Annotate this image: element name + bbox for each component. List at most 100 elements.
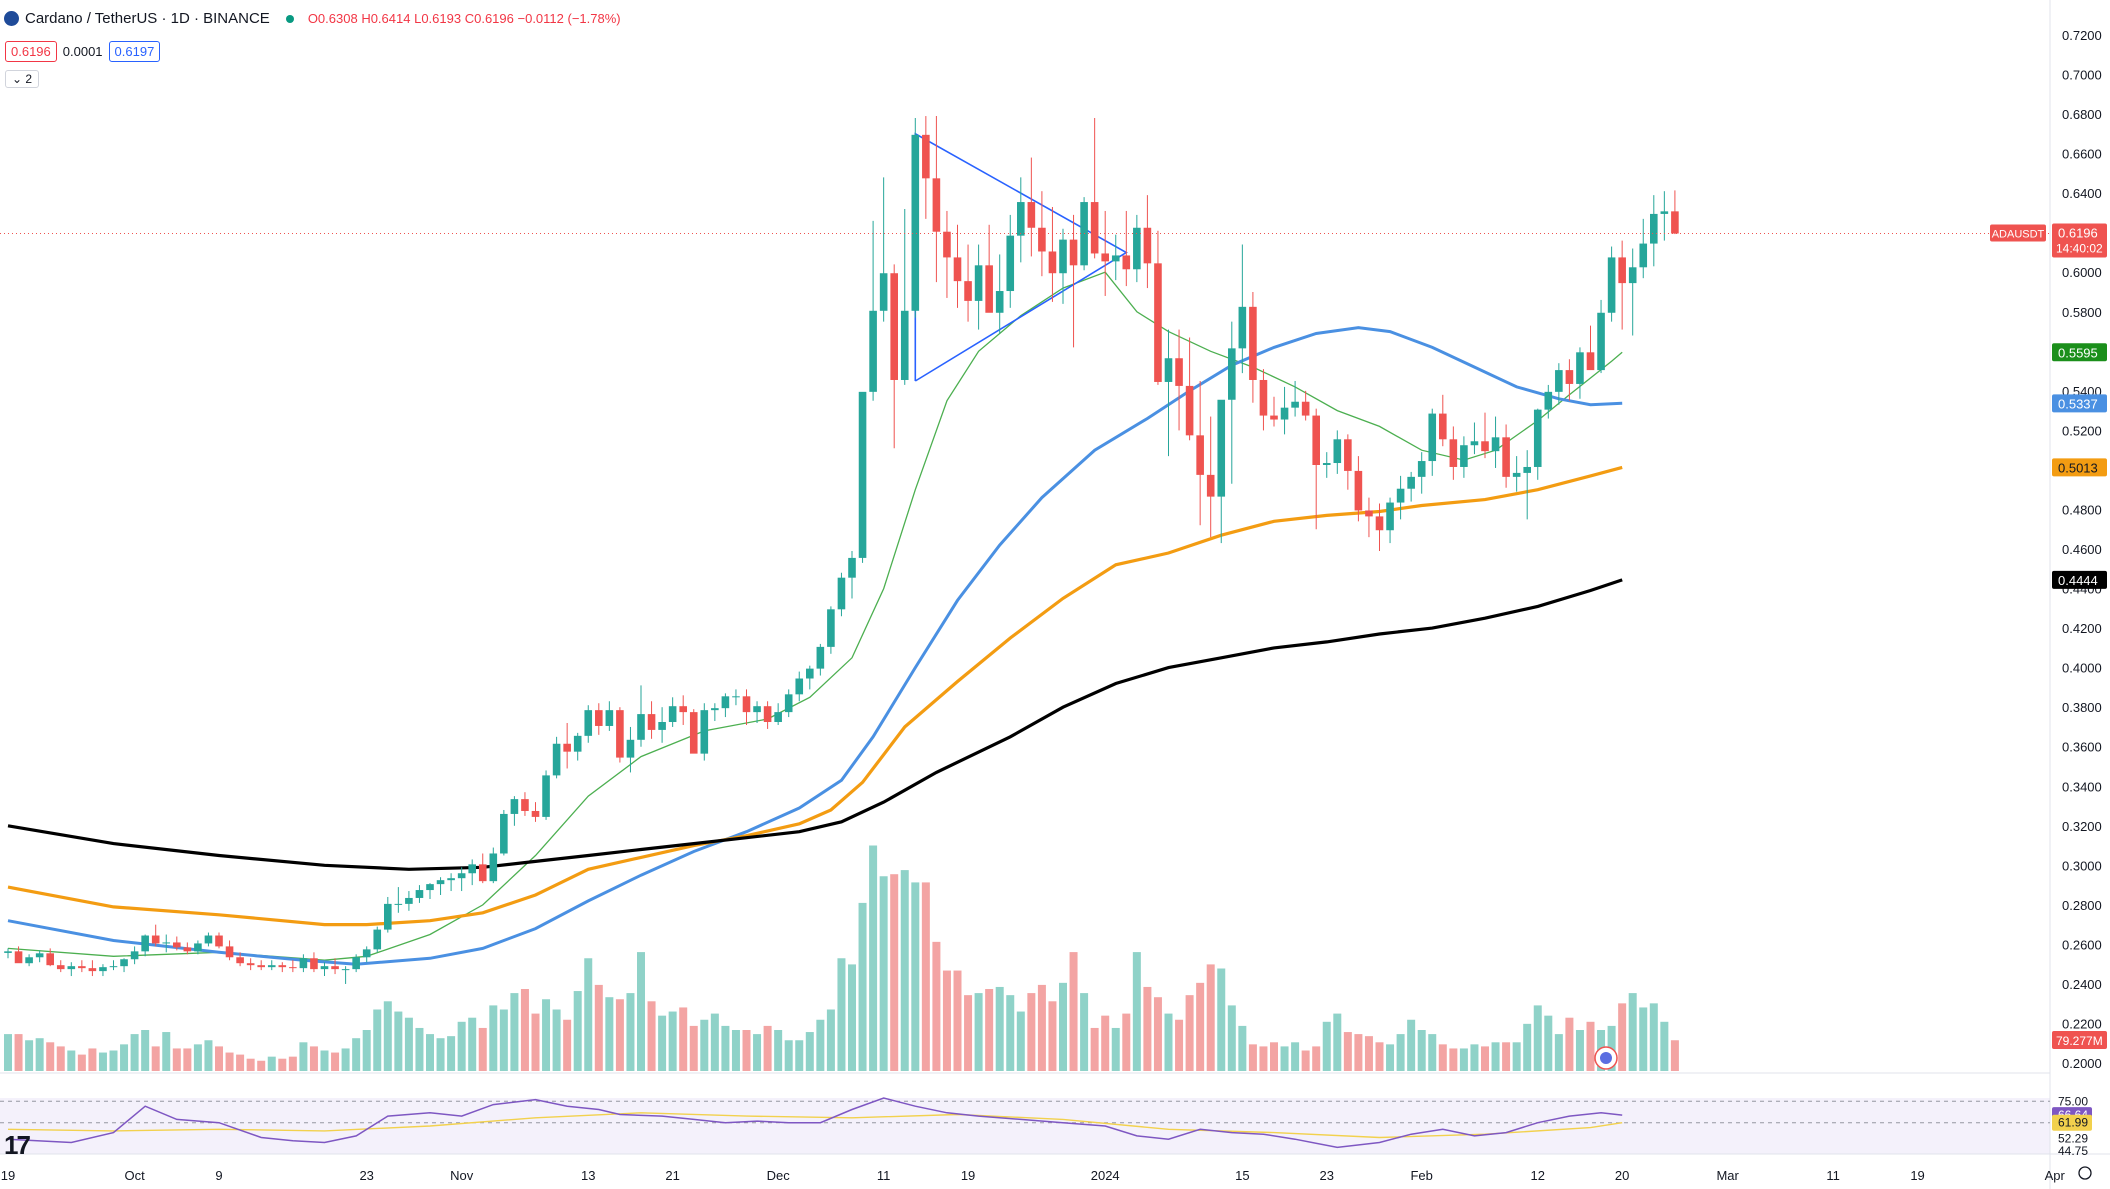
candle-body	[890, 273, 898, 380]
volume-bar	[985, 989, 994, 1071]
candle-body	[1607, 257, 1616, 313]
volume-bar	[1016, 1011, 1025, 1071]
candle-body	[1576, 352, 1584, 384]
candle-body	[573, 735, 582, 752]
volume-bar	[193, 1044, 202, 1071]
volume-bar	[742, 1030, 751, 1071]
candle-body	[1090, 202, 1099, 254]
volume-bar	[1428, 1034, 1437, 1071]
candle-body	[373, 929, 382, 950]
volume-bar	[510, 993, 519, 1071]
candle-body	[827, 609, 835, 647]
volume-bar	[1238, 1025, 1247, 1071]
x-tick-label: 19	[1910, 1168, 1924, 1183]
volume-bar	[1027, 993, 1036, 1071]
candle-body	[595, 710, 603, 726]
candle-body	[35, 953, 44, 958]
candle-body	[1354, 470, 1363, 511]
volume-bar	[1354, 1034, 1363, 1071]
candle-body	[426, 884, 434, 891]
candle-body	[1502, 437, 1510, 477]
candle-body	[341, 969, 350, 971]
volume-tag: 79.277M	[2056, 1034, 2103, 1048]
x-tick-label: 12	[1531, 1168, 1545, 1183]
volume-bar	[879, 876, 888, 1071]
candle-body	[1481, 441, 1489, 452]
volume-bar	[763, 1025, 772, 1071]
buy-price-button[interactable]: 0.6197	[108, 41, 161, 62]
candle-body	[658, 722, 666, 730]
volume-bar	[404, 1017, 413, 1071]
x-tick-label: 9	[215, 1168, 222, 1183]
symbol-tag-bg	[1990, 224, 2046, 242]
candle-body	[14, 951, 23, 964]
volume-bar	[784, 1040, 793, 1071]
candle-body	[310, 958, 318, 970]
candle-body	[1597, 312, 1605, 371]
candle-body	[953, 257, 962, 282]
volume-bar	[1080, 993, 1089, 1071]
sell-price-button[interactable]: 0.6196	[5, 41, 57, 62]
candle-body	[510, 799, 519, 814]
candle-body	[900, 310, 909, 380]
candle-body	[879, 273, 888, 311]
candle-body	[489, 853, 498, 882]
candle-body	[88, 968, 97, 972]
candle-body	[1618, 257, 1626, 284]
candle-body	[1544, 391, 1553, 410]
candle-body	[1164, 358, 1173, 382]
volume-bar	[267, 1056, 276, 1071]
x-tick-label: 23	[1320, 1168, 1334, 1183]
x-tick-label: 2024	[1091, 1168, 1120, 1183]
candle-body	[109, 966, 118, 968]
rsi-line	[7, 1097, 1623, 1149]
ma-value-tag: 0.4444	[2058, 573, 2098, 588]
volume-bar	[1248, 1044, 1257, 1071]
candle-body	[99, 967, 107, 972]
market-status-icon	[285, 14, 294, 23]
volume-bar	[98, 1052, 107, 1071]
candle-body	[700, 710, 709, 754]
volume-bar	[352, 1038, 361, 1071]
collapse-indicators-button[interactable]: ⌄ 2	[5, 70, 40, 88]
volume-bar	[46, 1042, 55, 1071]
x-tick-label: 23	[359, 1168, 373, 1183]
volume-bar	[236, 1054, 245, 1071]
candle-body	[1523, 466, 1531, 473]
volume-bar	[109, 1050, 118, 1071]
candle-body	[784, 694, 793, 713]
volume-bar	[1386, 1044, 1395, 1071]
x-tick-label: Nov	[450, 1168, 474, 1183]
volume-bar	[1175, 1019, 1184, 1071]
volume-bar	[647, 1001, 656, 1071]
y-tick-label: 0.6600	[2062, 147, 2102, 162]
candle-body	[531, 810, 540, 817]
symbol-title[interactable]: Cardano / TetherUS · 1D · BINANCE	[25, 10, 270, 27]
candle-body	[542, 775, 550, 817]
volume-bar	[1364, 1036, 1373, 1071]
candle-body	[668, 706, 677, 723]
volume-bar	[215, 1046, 223, 1071]
candle-body	[806, 668, 814, 679]
candle-body	[1333, 439, 1342, 464]
volume-bar	[1090, 1027, 1099, 1071]
volume-bar	[225, 1052, 234, 1071]
y-tick-label: 0.2200	[2062, 1017, 2102, 1032]
volume-bar	[1301, 1050, 1310, 1071]
candle-body	[858, 391, 867, 558]
volume-bar	[594, 984, 603, 1071]
candle-body	[78, 966, 86, 969]
candle-body	[1344, 439, 1352, 471]
candle-body	[1660, 211, 1669, 214]
volume-bar	[162, 1032, 171, 1071]
x-tick-label: Mar	[1716, 1168, 1739, 1183]
volume-bar	[1132, 952, 1141, 1071]
candle-body	[637, 714, 645, 740]
candle-body	[1375, 516, 1384, 531]
symbol-tag: ADAUSDT	[1992, 228, 2045, 240]
current-price-tag: 0.6196	[2058, 225, 2098, 240]
volume-bar	[25, 1040, 34, 1071]
ma-line-sma100	[7, 465, 1623, 927]
rsi-tag: 61.99	[2058, 1116, 2088, 1130]
